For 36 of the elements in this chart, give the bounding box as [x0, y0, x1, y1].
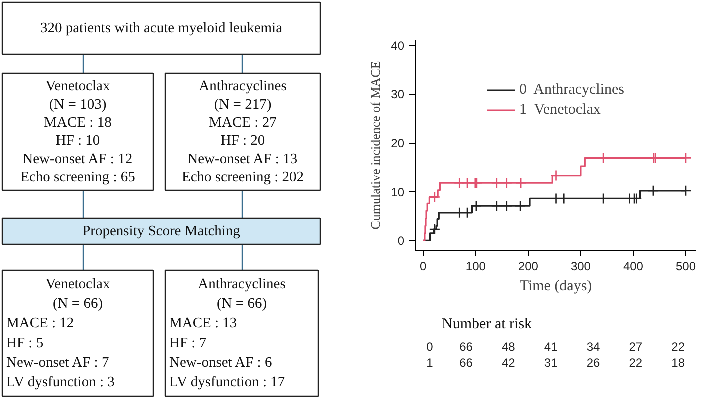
x-tick-label: 100 — [466, 260, 486, 274]
text: 66 — [460, 340, 474, 354]
y-axis-title: Cumulative incidence of MACE — [368, 61, 384, 230]
legend-label: 1 Venetoclax — [520, 102, 601, 118]
text: 26 — [586, 356, 601, 370]
y-tick-label: 40 — [391, 38, 405, 53]
text: 42 — [502, 356, 516, 370]
text: 0 — [426, 340, 434, 354]
text: Anthracyclines (N = 66) MACE : 13 HF : 7 New-onset AF : 6 LV dysfunction : 17 — [170, 276, 286, 391]
x-tick-label: 200 — [518, 260, 539, 274]
x-tick-label: 500 — [676, 260, 696, 274]
y-tick-label: 20 — [391, 136, 405, 151]
text: 22 — [672, 340, 686, 354]
text: Propensity Score Matching — [82, 224, 240, 240]
x-tick-label: 400 — [623, 260, 644, 274]
text: 41 — [544, 340, 558, 354]
text: 31 — [544, 356, 558, 370]
text: 320 patients with acute myeloid leukemia — [40, 20, 284, 36]
text: Venetoclax (N = 103) MACE : 18 HF : 10 New-onset AF : 12 Echo screening : 65 — [20, 78, 136, 186]
text: 27 — [629, 340, 643, 354]
text: Venetoclax (N = 66) MACE : 12 HF : 5 New-onset AF : 7 LV dysfunction : 3 — [6, 276, 115, 391]
y-tick-label: 30 — [391, 88, 405, 102]
text: 1 — [426, 356, 434, 370]
legend-label: 0 Anthracyclines — [520, 82, 624, 98]
text: Anthracyclines (N = 217) MACE : 27 HF : 20 New-onset AF : 13 Echo screening : 202 — [182, 78, 304, 186]
text: 48 — [502, 340, 516, 354]
x-tick-label: 0 — [420, 260, 428, 274]
text: 34 — [586, 340, 601, 354]
text: 18 — [672, 356, 686, 370]
x-axis-title: Time (days) — [520, 278, 592, 294]
x-tick-label: 300 — [570, 260, 592, 274]
text: 22 — [629, 356, 643, 370]
text: 66 — [460, 356, 474, 370]
text: Number at risk — [442, 316, 533, 332]
y-tick-label: 0 — [398, 234, 405, 248]
y-tick-label: 10 — [391, 185, 405, 200]
